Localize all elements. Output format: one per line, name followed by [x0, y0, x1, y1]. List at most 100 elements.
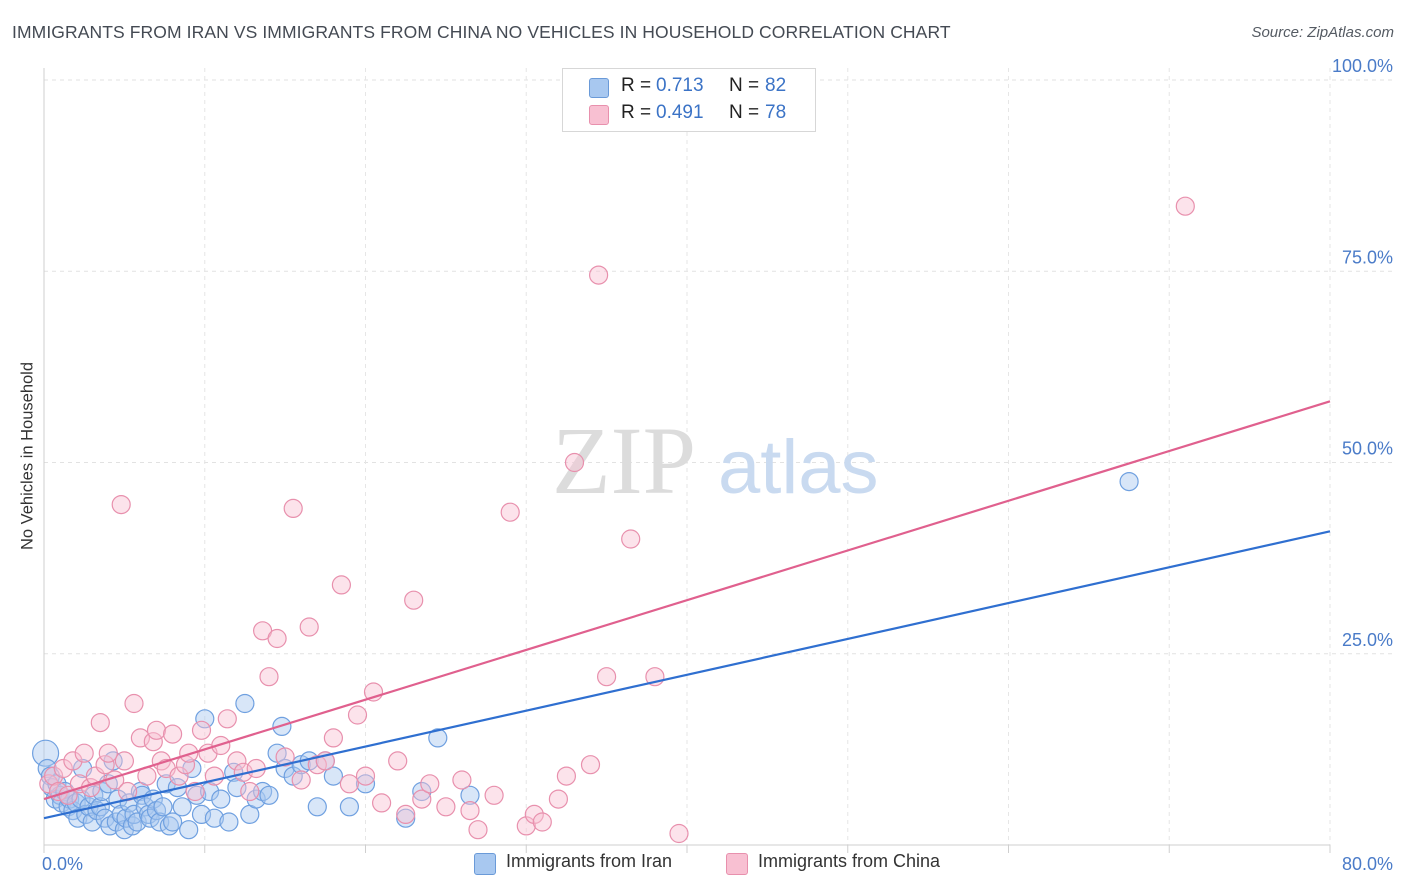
data-points — [31, 196, 1195, 844]
y-tick-label: 50.0% — [1342, 439, 1393, 459]
watermark-zip: ZIP — [552, 407, 696, 514]
point-china — [98, 743, 118, 763]
point-china — [580, 755, 601, 775]
point-china — [388, 751, 408, 771]
point-china — [53, 758, 73, 779]
legend-swatch-iran — [474, 853, 496, 875]
point-china — [500, 502, 520, 522]
stats-legend: R = 0.713 N = 82 R = 0.491 N = 78 — [562, 68, 816, 132]
point-china — [95, 755, 115, 775]
legend-swatch-china — [589, 105, 609, 125]
point-china — [372, 793, 392, 813]
point-china — [291, 770, 311, 790]
point-iran — [153, 797, 173, 817]
x-tick-label: 80.0% — [1342, 854, 1393, 874]
point-china — [124, 693, 144, 714]
point-iran — [323, 766, 343, 786]
y-tick-label: 100.0% — [1332, 56, 1393, 76]
point-iran — [200, 781, 220, 802]
r-value: 0.491 — [656, 102, 704, 123]
point-iran — [195, 709, 215, 729]
point-china — [63, 751, 83, 771]
point-iran — [172, 797, 192, 817]
point-china — [191, 720, 212, 740]
point-china — [163, 724, 183, 744]
n-value: 78 — [765, 102, 787, 123]
point-iran — [460, 785, 480, 805]
point-china — [114, 751, 135, 771]
point-china — [588, 265, 609, 285]
point-iran — [204, 808, 224, 828]
point-china — [283, 498, 303, 518]
point-china — [259, 667, 279, 687]
point-china — [564, 452, 585, 473]
point-china — [90, 712, 110, 733]
point-iran — [235, 693, 255, 714]
point-china — [669, 823, 689, 844]
point-china — [1175, 196, 1195, 216]
point-china — [185, 781, 205, 802]
grid-lines — [43, 68, 1392, 853]
point-china — [460, 800, 480, 821]
point-china — [227, 751, 247, 771]
legend-label-china: Immigrants from China — [758, 851, 941, 871]
point-china — [217, 709, 237, 729]
point-china — [43, 766, 64, 786]
point-china — [412, 789, 432, 809]
point-iran — [140, 808, 160, 828]
legend-swatch-iran — [589, 78, 609, 98]
point-iran — [1119, 472, 1139, 492]
point-china — [169, 766, 189, 786]
point-china — [339, 774, 359, 794]
stats-row-iran: R = 0.713 N = 82 — [563, 75, 815, 101]
legend-swatch-china — [726, 853, 748, 875]
point-china — [524, 804, 544, 825]
y-tick-label: 75.0% — [1342, 247, 1393, 267]
point-china — [146, 720, 167, 740]
point-iran — [246, 789, 266, 809]
point-iran — [259, 785, 279, 805]
point-china — [532, 812, 552, 832]
point-china — [484, 785, 504, 805]
point-iran — [307, 797, 327, 817]
point-china — [74, 743, 94, 763]
n-label: N = — [729, 75, 760, 96]
watermark-atlas: atlas — [718, 425, 879, 510]
point-china — [69, 774, 90, 794]
point-iran — [163, 812, 183, 832]
chart-title: IMMIGRANTS FROM IRAN VS IMMIGRANTS FROM … — [12, 22, 951, 42]
tick-labels: 25.0% 50.0% 75.0% 100.0% 0.0% 80.0% — [42, 56, 1393, 874]
point-china — [596, 667, 617, 687]
point-china — [299, 617, 319, 637]
point-china — [275, 747, 295, 767]
point-china — [240, 781, 260, 802]
point-china — [267, 628, 287, 649]
r-value: 0.713 — [656, 75, 704, 96]
point-china — [323, 728, 343, 748]
point-iran — [412, 781, 432, 802]
point-china — [111, 495, 131, 515]
point-china — [621, 529, 641, 549]
point-china — [516, 816, 536, 836]
point-china — [420, 774, 440, 794]
point-china — [143, 732, 163, 752]
r-label: R = — [621, 75, 652, 96]
trend-line-iran — [43, 530, 1331, 820]
point-china — [404, 590, 424, 610]
point-china — [452, 770, 472, 790]
point-iran — [339, 797, 359, 817]
point-china — [468, 820, 488, 840]
point-china — [396, 804, 416, 825]
point-china — [355, 766, 376, 786]
stats-row-china: R = 0.491 N = 78 — [563, 102, 815, 128]
trend-lines — [43, 400, 1331, 820]
point-china — [556, 766, 577, 786]
point-iran — [179, 820, 199, 840]
point-iran — [211, 789, 231, 809]
point-china — [436, 797, 456, 817]
point-iran — [31, 739, 60, 767]
x-tick-label: 0.0% — [42, 854, 83, 874]
point-china — [548, 789, 569, 809]
trend-line-china — [43, 400, 1331, 801]
